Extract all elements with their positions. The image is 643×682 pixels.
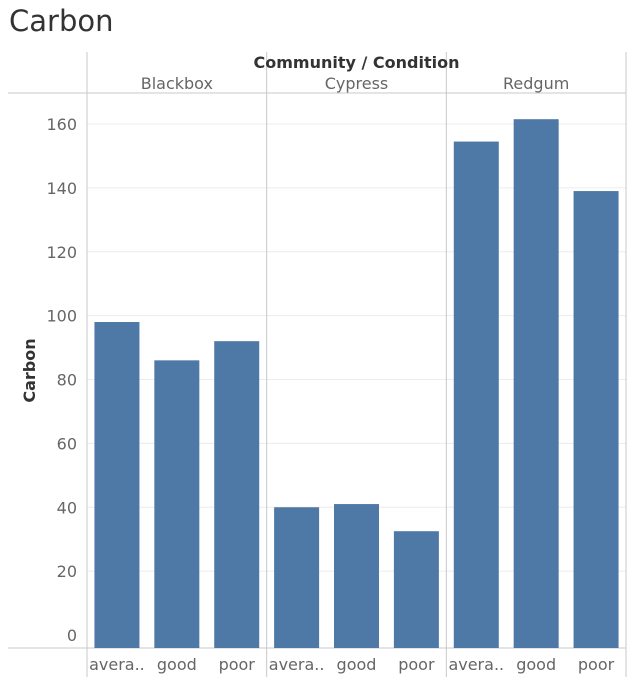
- group-label-cypress: Cypress: [325, 74, 389, 93]
- bar-cypress-good: [334, 504, 379, 648]
- y-tick-label-60: 60: [57, 434, 77, 453]
- y-tick-label-140: 140: [46, 179, 77, 198]
- y-tick-label-80: 80: [57, 371, 77, 390]
- category-label-blackbox-2: poor: [219, 655, 256, 674]
- category-label-blackbox-1: good: [157, 655, 197, 674]
- group-label-blackbox: Blackbox: [141, 74, 213, 93]
- category-label-redgum-0: avera..: [448, 655, 504, 674]
- header-label: Community / Condition: [254, 53, 460, 72]
- bar-redgum-good: [513, 119, 559, 649]
- bar-cypress-poor: [393, 531, 439, 648]
- y-tick-label-160: 160: [46, 115, 77, 134]
- category-label-cypress-1: good: [337, 655, 377, 674]
- y-tick-label-120: 120: [46, 243, 77, 262]
- y-tick-label-100: 100: [46, 307, 77, 326]
- bar-blackbox-poor: [214, 341, 260, 648]
- category-label-redgum-2: poor: [578, 655, 615, 674]
- bar-blackbox-good: [154, 360, 200, 648]
- bar-cypress-average: [274, 507, 320, 648]
- bar-redgum-poor: [573, 191, 619, 648]
- bar-redgum-average: [453, 141, 499, 649]
- category-label-cypress-0: avera..: [269, 655, 325, 674]
- chart-title: Carbon: [9, 4, 114, 38]
- y-tick-label-20: 20: [57, 562, 77, 581]
- category-label-blackbox-0: avera..: [89, 655, 145, 674]
- y-tick-label-40: 40: [57, 498, 77, 517]
- group-label-redgum: Redgum: [503, 74, 569, 93]
- bar-blackbox-average: [94, 322, 140, 648]
- category-label-redgum-1: good: [516, 655, 556, 674]
- category-label-cypress-2: poor: [398, 655, 435, 674]
- y-tick-label-0: 0: [67, 626, 77, 645]
- y-axis-title: Carbon: [20, 338, 39, 402]
